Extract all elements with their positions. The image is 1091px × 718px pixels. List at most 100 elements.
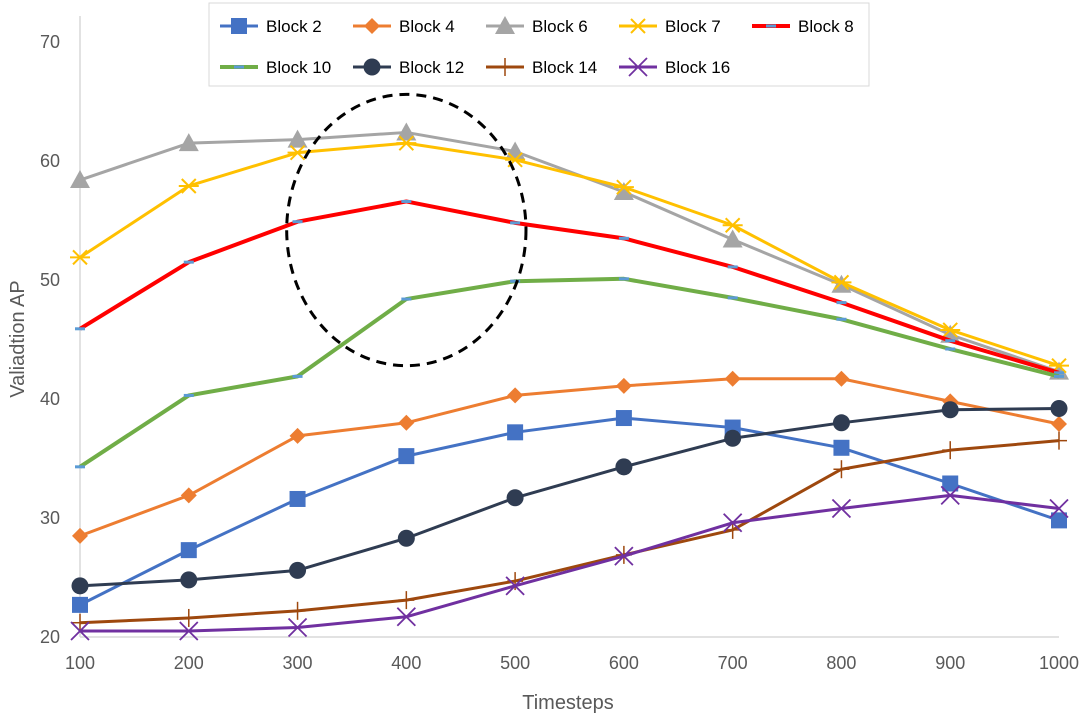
legend-label: Block 12 bbox=[399, 58, 464, 77]
data-point bbox=[75, 465, 85, 469]
legend-label: Block 7 bbox=[665, 17, 721, 36]
x-tick-label: 1000 bbox=[1039, 653, 1079, 673]
legend-label: Block 8 bbox=[798, 17, 854, 36]
data-point bbox=[1051, 415, 1067, 432]
x-tick-label: 900 bbox=[935, 653, 965, 673]
data-point bbox=[180, 487, 197, 504]
y-tick-label: 50 bbox=[40, 270, 60, 290]
axes: 20 30 40 50 60 70 100 200 300 400 500 600 700 800 900 1… bbox=[40, 16, 1079, 673]
series-line bbox=[79, 407, 1060, 588]
data-point bbox=[505, 576, 525, 596]
legend-item-block-14: Block 14 bbox=[486, 58, 597, 77]
series-block-7 bbox=[70, 135, 1069, 374]
data-point bbox=[618, 277, 629, 281]
series-line bbox=[79, 141, 1060, 368]
data-point bbox=[292, 374, 303, 378]
legend-item-block-4: Block 4 bbox=[353, 17, 455, 36]
data-point bbox=[497, 58, 513, 76]
data-point bbox=[401, 297, 412, 301]
data-point bbox=[398, 448, 415, 465]
data-point bbox=[1050, 400, 1068, 418]
data-point bbox=[287, 129, 308, 148]
series-line bbox=[79, 439, 1060, 625]
y-tick-label: 60 bbox=[40, 151, 60, 171]
data-point bbox=[178, 178, 199, 194]
x-tick-label: 300 bbox=[283, 653, 313, 673]
data-point bbox=[289, 427, 306, 444]
data-point bbox=[70, 621, 90, 641]
data-point bbox=[724, 429, 742, 447]
data-point bbox=[766, 24, 776, 28]
data-point bbox=[628, 18, 648, 34]
legend-item-block-6: Block 6 bbox=[486, 16, 588, 36]
legend-item-block-7: Block 7 bbox=[619, 17, 721, 36]
legend-item-block-2: Block 2 bbox=[220, 17, 322, 36]
x-tick-label: 500 bbox=[500, 653, 530, 673]
y-tick-label: 70 bbox=[40, 32, 60, 52]
x-tick-label: 700 bbox=[718, 653, 748, 673]
data-point bbox=[615, 458, 633, 476]
data-point bbox=[397, 529, 415, 547]
data-point bbox=[833, 460, 850, 479]
legend-item-block-10: Block 10 bbox=[220, 58, 331, 77]
x-axis-title: Timesteps bbox=[522, 692, 614, 714]
legend-label: Block 4 bbox=[399, 17, 455, 36]
series-line bbox=[79, 377, 1060, 538]
data-point bbox=[727, 296, 738, 300]
data-point bbox=[234, 65, 244, 69]
series-block-2 bbox=[72, 410, 1067, 613]
data-point bbox=[831, 498, 852, 519]
legend-label: Block 10 bbox=[266, 58, 331, 77]
data-point bbox=[836, 317, 847, 321]
x-tick-label: 100 bbox=[65, 653, 95, 673]
data-point bbox=[1051, 512, 1067, 529]
data-point bbox=[398, 591, 415, 610]
data-point bbox=[289, 601, 306, 620]
legend-box bbox=[208, 2, 870, 87]
data-point bbox=[940, 322, 961, 338]
data-point bbox=[231, 18, 247, 34]
data-point bbox=[183, 393, 194, 397]
data-point bbox=[364, 18, 380, 34]
legend-label: Block 2 bbox=[266, 17, 322, 36]
legend: Block 2 Block 4 Block 6 Block 7 Block 8 Block… bbox=[208, 2, 870, 87]
y-axis-title: Valiadtion AP bbox=[7, 280, 29, 398]
data-point bbox=[941, 401, 959, 419]
data-point bbox=[1049, 498, 1069, 519]
data-point bbox=[178, 133, 199, 152]
data-point bbox=[398, 414, 415, 431]
y-tick-label: 20 bbox=[40, 627, 60, 647]
highlight-ellipse bbox=[285, 92, 528, 368]
data-point bbox=[832, 414, 850, 432]
series-line bbox=[78, 199, 1060, 375]
data-point bbox=[945, 347, 956, 351]
data-point bbox=[70, 170, 90, 189]
data-point bbox=[836, 301, 847, 305]
legend-label: Block 14 bbox=[532, 58, 597, 77]
series-line bbox=[79, 416, 1060, 607]
data-point bbox=[945, 339, 956, 343]
data-point bbox=[363, 58, 381, 76]
data-point bbox=[1054, 371, 1064, 375]
data-point bbox=[942, 475, 959, 492]
data-point bbox=[396, 122, 417, 141]
data-point bbox=[75, 327, 85, 331]
data-point bbox=[940, 485, 960, 506]
data-point bbox=[613, 179, 634, 195]
series-line bbox=[78, 276, 1060, 469]
data-point bbox=[831, 274, 852, 291]
data-point bbox=[396, 135, 417, 151]
series-block-16 bbox=[70, 485, 1069, 641]
data-point bbox=[70, 249, 90, 266]
data-point bbox=[495, 16, 515, 34]
data-point bbox=[179, 621, 199, 641]
y-tick-label: 30 bbox=[40, 508, 60, 528]
x-tick-label: 400 bbox=[391, 653, 421, 673]
data-point bbox=[833, 370, 850, 387]
data-point bbox=[287, 617, 308, 638]
data-point bbox=[289, 561, 307, 579]
legend-item-block-16: Block 16 bbox=[619, 57, 730, 77]
data-point bbox=[287, 144, 308, 161]
